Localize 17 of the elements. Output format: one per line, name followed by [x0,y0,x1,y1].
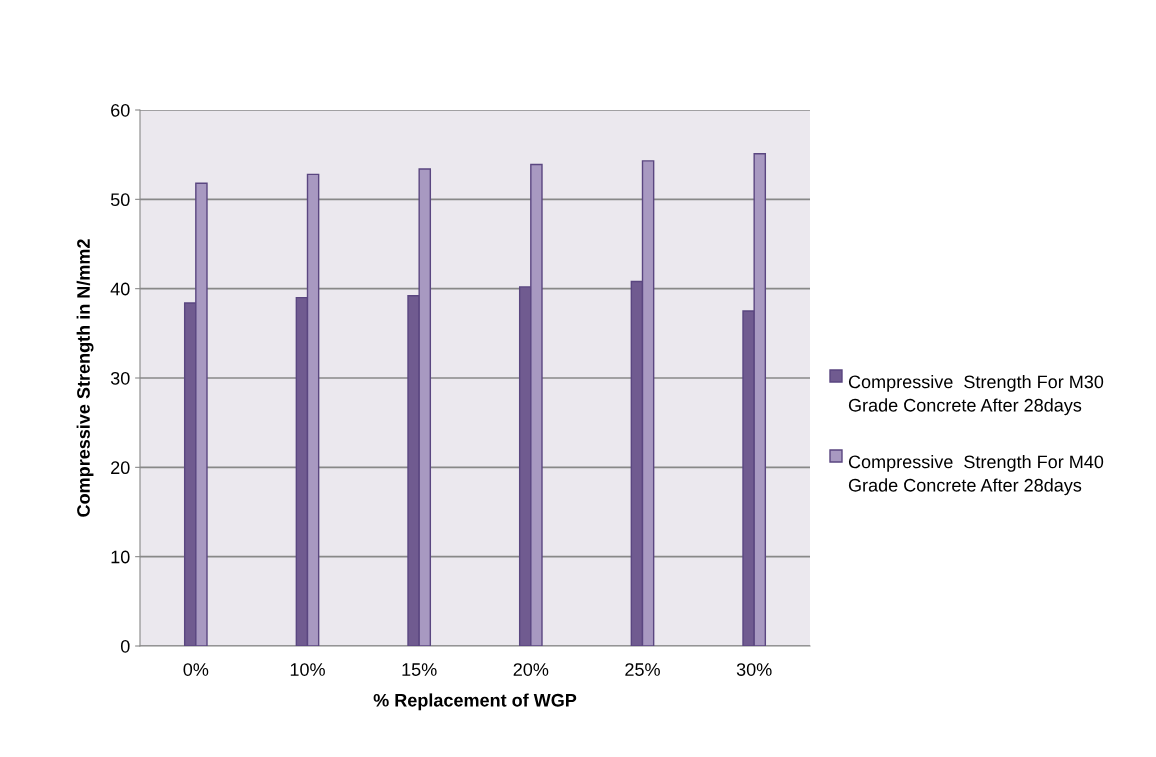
y-axis-title: Compressive Strength in N/mm2 [76,239,94,517]
y-tick-label: 30 [110,371,130,385]
x-tick-label: 15% [402,663,437,676]
legend-label: Compressive Strength For M40 Grade Concrete After 28days [848,455,1104,496]
x-tick-label: 30% [736,663,772,676]
y-tick-label: 0 [120,639,130,653]
y-tick-label: 50 [110,193,130,207]
y-tick-label: 60 [111,103,130,117]
y-tick-label: 40 [110,282,130,296]
x-tick-label: 0% [183,663,209,676]
x-tick-label: 25% [625,663,660,676]
y-tick-label: 20 [111,461,130,475]
x-tick-label: 10% [290,663,325,676]
x-tick-label: 20% [513,663,549,676]
legend-label: Compressive Strength For M30 Grade Concrete After 28days [848,375,1104,416]
y-tick-label: 10 [111,550,130,564]
x-axis-title: % Replacement of WGP [373,693,577,711]
